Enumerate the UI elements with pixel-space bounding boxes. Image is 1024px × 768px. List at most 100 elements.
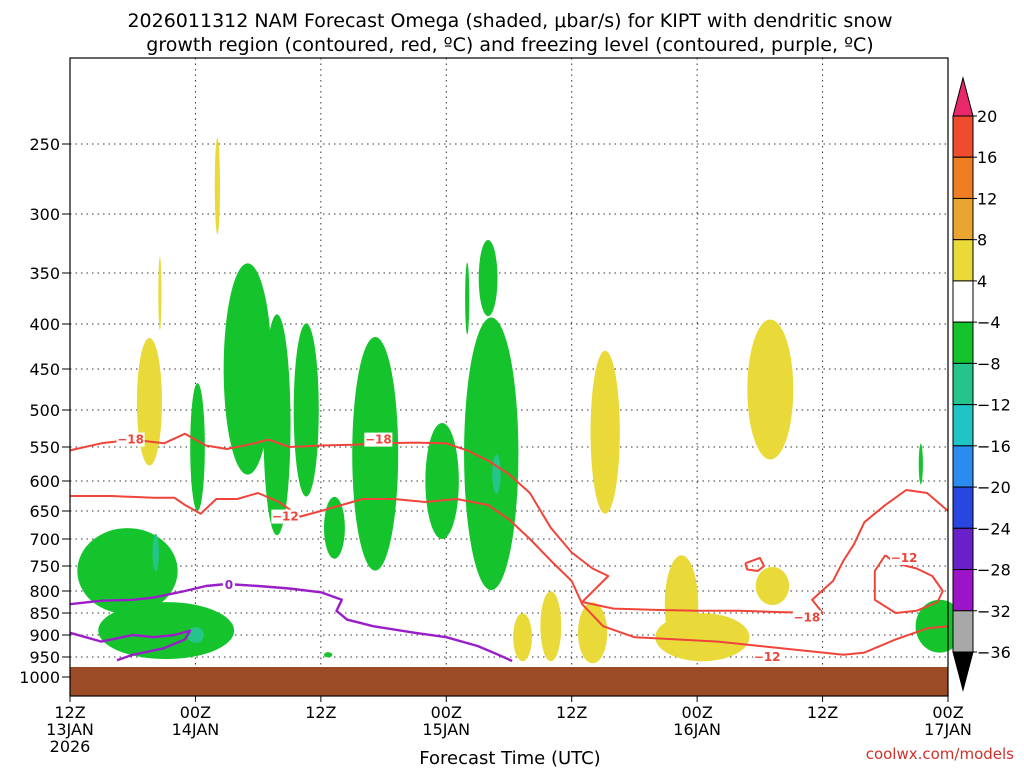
omega-region [77, 528, 178, 614]
x-tick-label: 00Z [681, 703, 712, 722]
colorbar-label: 4 [977, 272, 987, 291]
y-tick-label: 250 [29, 135, 60, 154]
red-contour-label: −12 [891, 551, 918, 565]
colorbar-bin [952, 239, 974, 282]
omega-region [425, 423, 459, 539]
red-contour-label-bg [271, 509, 300, 524]
colorbar-label: −16 [977, 437, 1011, 456]
colorbar-label: −32 [977, 602, 1011, 621]
omega-region [98, 602, 235, 660]
omega-region [190, 383, 205, 511]
red-contour-label: −18 [117, 433, 144, 447]
colorbar-label: −4 [977, 313, 1001, 332]
omega-region [214, 137, 220, 235]
y-tick-label: 1000 [19, 668, 60, 687]
colorbar-bin [952, 527, 974, 571]
colorbar-label: −8 [977, 354, 1001, 373]
x-tick-label: 13JAN [46, 720, 94, 739]
omega-region [352, 337, 399, 571]
omega-region [918, 443, 923, 485]
y-tick-label: 300 [29, 205, 60, 224]
red-isotherm-line [70, 492, 949, 656]
omega-region [223, 263, 272, 475]
omega-region [323, 496, 345, 559]
omega-region [323, 652, 333, 658]
x-tick-label: 00Z [180, 703, 211, 722]
red-contour-label: −18 [794, 610, 821, 624]
y-axis-ticks: 250 300 350 400 450 500 550 600 650 700 750 800 850 9… [19, 135, 70, 687]
contour-labels: −18 −18 −12 −18 −12 −12 0 [116, 432, 919, 664]
colorbar-bin [952, 610, 974, 653]
colorbar-bin [952, 569, 974, 612]
x-tick-label: 00Z [431, 703, 462, 722]
colorbar-label: −28 [977, 561, 1011, 580]
x-axis-label: Forecast Time (UTC) [419, 748, 600, 768]
red-isotherm-line [744, 556, 765, 572]
x-tick-label: 12Z [54, 703, 85, 722]
red-contour-label-bg [116, 432, 145, 447]
x-tick-label: 00Z [932, 703, 963, 722]
colorbar-bin [952, 280, 974, 323]
y-tick-label: 450 [29, 360, 60, 379]
red-contour-label-bg [890, 550, 919, 565]
red-contour-label-bg [364, 432, 393, 447]
y-tick-label: 350 [29, 264, 60, 283]
colorbar-bin [952, 156, 974, 199]
colorbar-bin [952, 486, 974, 529]
red-isotherm-line [873, 554, 944, 614]
y-tick-label: 950 [29, 648, 60, 667]
purple-isotherm-line [69, 629, 192, 662]
colorbar-label: 16 [977, 148, 997, 167]
chart-title-line-1: 2026011312 NAM Forecast Omega (shaded, μ… [127, 10, 892, 32]
purple-contour-label-bg [222, 578, 235, 592]
omega-region [540, 591, 562, 662]
omega-region [187, 627, 204, 643]
omega-region [158, 256, 162, 330]
x-tick-label: 17JAN [924, 720, 972, 739]
y-tick-label: 750 [29, 557, 60, 576]
omega-region [478, 240, 498, 317]
colorbar-label: 20 [977, 107, 997, 126]
colorbar-label: 8 [977, 231, 987, 250]
colorbar: 20 16 12 8 4 −4 −8 −12 −16 −20 −24 −28 −32 −36 [952, 76, 1011, 692]
y-tick-label: 800 [29, 582, 60, 601]
freezing-level-isotherms [69, 582, 513, 663]
omega-region [577, 602, 608, 664]
omega-region [755, 566, 790, 606]
chart-title-line-2: growth region (contoured, red, ºC) and f… [146, 34, 873, 56]
plot-area: −18 −18 −12 −18 −12 −12 0 [69, 57, 964, 697]
purple-isotherm-line [69, 582, 513, 663]
colorbar-top-arrow [952, 76, 974, 117]
y-tick-label: 700 [29, 530, 60, 549]
red-contour-label-bg [792, 610, 821, 625]
ground-layer [70, 667, 948, 696]
colorbar-label: −24 [977, 519, 1011, 538]
colorbar-label: −36 [977, 643, 1011, 662]
y-tick-label: 850 [29, 604, 60, 623]
red-isotherm-line [69, 432, 823, 614]
dendritic-isotherms [69, 432, 949, 656]
x-tick-label: 12Z [556, 703, 587, 722]
colorbar-bin [952, 404, 974, 447]
omega-region [465, 262, 470, 335]
colorbar-bin [952, 445, 974, 488]
x-tick-label: 15JAN [422, 720, 470, 739]
colorbar-label: −12 [977, 396, 1011, 415]
colorbar-bin [952, 115, 974, 158]
red-isotherm-line [811, 489, 949, 614]
y-tick-label: 550 [29, 438, 60, 457]
omega-shading [77, 137, 964, 664]
omega-region [513, 613, 532, 662]
omega-region [747, 319, 794, 460]
y-tick-label: 650 [29, 502, 60, 521]
omega-region [263, 314, 291, 536]
red-contour-label: −18 [365, 433, 392, 447]
colorbar-bottom-arrow [952, 651, 974, 692]
omega-region [590, 350, 620, 514]
red-contour-label: −12 [754, 650, 781, 664]
colorbar-label: 12 [977, 189, 997, 208]
omega-region [464, 317, 519, 591]
plot-frame [69, 57, 949, 697]
